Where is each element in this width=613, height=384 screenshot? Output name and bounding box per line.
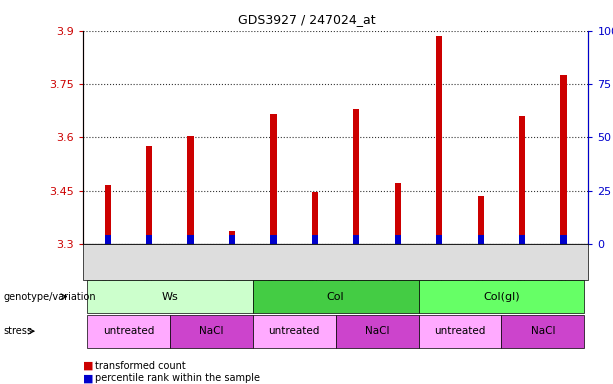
Text: untreated: untreated bbox=[268, 326, 320, 336]
Bar bbox=[105, 185, 111, 244]
Text: untreated: untreated bbox=[102, 326, 154, 336]
Bar bbox=[146, 235, 152, 244]
Text: untreated: untreated bbox=[434, 326, 485, 336]
Bar bbox=[146, 146, 152, 244]
Bar bbox=[519, 116, 525, 244]
Text: percentile rank within the sample: percentile rank within the sample bbox=[95, 373, 260, 383]
Bar bbox=[395, 184, 401, 244]
Bar bbox=[436, 36, 443, 244]
Text: stress: stress bbox=[3, 326, 32, 336]
Text: NaCl: NaCl bbox=[199, 326, 224, 336]
Bar bbox=[560, 75, 566, 244]
Text: ■: ■ bbox=[83, 361, 93, 371]
Bar bbox=[312, 192, 318, 244]
Bar bbox=[229, 235, 235, 244]
Bar bbox=[188, 136, 194, 244]
Text: NaCl: NaCl bbox=[365, 326, 389, 336]
Text: ■: ■ bbox=[83, 373, 93, 383]
Bar bbox=[519, 235, 525, 244]
Bar bbox=[395, 235, 401, 244]
Bar bbox=[270, 114, 276, 244]
Bar bbox=[188, 235, 194, 244]
Bar bbox=[478, 196, 484, 244]
Bar bbox=[353, 235, 359, 244]
Bar bbox=[270, 235, 276, 244]
Bar bbox=[312, 235, 318, 244]
Bar bbox=[353, 109, 359, 244]
Text: genotype/variation: genotype/variation bbox=[3, 291, 96, 302]
Text: NaCl: NaCl bbox=[531, 326, 555, 336]
Text: transformed count: transformed count bbox=[95, 361, 186, 371]
Bar bbox=[436, 235, 443, 244]
Text: Col: Col bbox=[327, 291, 345, 302]
Bar bbox=[105, 235, 111, 244]
Bar bbox=[478, 235, 484, 244]
Text: Col(gl): Col(gl) bbox=[483, 291, 520, 302]
Bar bbox=[229, 232, 235, 244]
Bar bbox=[560, 235, 566, 244]
Text: GDS3927 / 247024_at: GDS3927 / 247024_at bbox=[238, 13, 375, 26]
Text: Ws: Ws bbox=[161, 291, 178, 302]
